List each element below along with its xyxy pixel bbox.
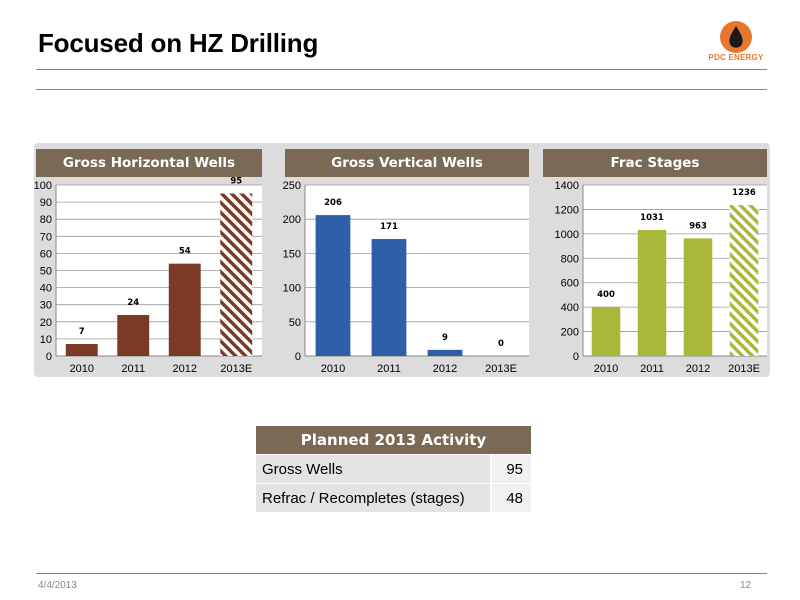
x-tick-label: 2011 bbox=[640, 363, 664, 375]
x-tick-label: 2010 bbox=[70, 363, 94, 375]
y-tick-label: 30 bbox=[40, 300, 52, 312]
x-tick-label: 2012 bbox=[433, 363, 457, 375]
bar bbox=[637, 230, 667, 356]
x-tick-label: 2013E bbox=[220, 363, 252, 375]
y-tick-label: 1400 bbox=[555, 180, 579, 192]
y-tick-label: 40 bbox=[40, 283, 52, 295]
data-label: 24 bbox=[127, 298, 139, 308]
y-tick-label: 400 bbox=[561, 302, 579, 314]
data-label: 171 bbox=[380, 222, 398, 232]
table-row: Refrac / Recompletes (stages) 48 bbox=[256, 483, 531, 513]
page-title: Focused on HZ Drilling bbox=[38, 28, 319, 58]
data-label: 54 bbox=[179, 247, 191, 257]
x-tick-label: 2010 bbox=[594, 363, 618, 375]
y-tick-label: 0 bbox=[295, 351, 301, 363]
table-cell-value: 95 bbox=[490, 454, 531, 484]
bar bbox=[683, 238, 713, 356]
bar bbox=[220, 193, 253, 356]
x-tick-label: 2011 bbox=[377, 363, 401, 375]
y-tick-label: 0 bbox=[46, 351, 52, 363]
chart-frac-stages: 0 200 400 600 800 1000 1200 1400 400 2010 1031 2011… bbox=[543, 149, 795, 379]
data-label: 7 bbox=[79, 327, 85, 337]
data-label: 206 bbox=[324, 198, 342, 208]
title-divider-top bbox=[36, 69, 767, 70]
chart-title: Gross Horizontal Wells bbox=[36, 149, 262, 177]
chart-gross-horizontal-wells: 0 10 20 30 40 50 60 70 80 90 100 7 2010 24 2011 54 2012 9… bbox=[34, 149, 288, 379]
y-tick-label: 50 bbox=[40, 266, 52, 278]
bar bbox=[427, 349, 463, 356]
bar bbox=[315, 215, 351, 356]
data-label: 963 bbox=[689, 221, 707, 231]
y-tick-label: 150 bbox=[283, 248, 301, 260]
bar bbox=[591, 307, 621, 356]
y-tick-label: 90 bbox=[40, 197, 52, 209]
chart-title: Frac Stages bbox=[543, 149, 767, 177]
x-tick-label: 2013E bbox=[485, 363, 517, 375]
y-tick-label: 70 bbox=[40, 231, 52, 243]
bar bbox=[65, 344, 98, 356]
table-cell-label: Refrac / Recompletes (stages) bbox=[256, 483, 491, 513]
pdc-energy-logo: PDC ENERGY bbox=[697, 20, 775, 68]
data-label: 400 bbox=[597, 290, 615, 300]
y-tick-label: 200 bbox=[283, 214, 301, 226]
table-row: Gross Wells 95 bbox=[256, 454, 531, 484]
chart-gross-vertical-wells-svg: 0 50 100 150 200 250 206 2010 171 2011 9 2012 0 2013E bbox=[283, 180, 529, 375]
table-cell-label: Gross Wells bbox=[256, 454, 491, 484]
y-tick-label: 60 bbox=[40, 248, 52, 260]
flame-drop-icon bbox=[720, 21, 752, 53]
chart-gross-horizontal-wells-svg: 0 10 20 30 40 50 60 70 80 90 100 7 2010 24 2011 54 2012 9… bbox=[34, 177, 262, 375]
table-title: Planned 2013 Activity bbox=[256, 426, 531, 455]
data-label: 0 bbox=[498, 339, 504, 349]
page-number: 12 bbox=[740, 580, 752, 591]
y-tick-label: 100 bbox=[34, 180, 52, 192]
bar bbox=[117, 314, 150, 356]
x-tick-label: 2013E bbox=[728, 363, 760, 375]
data-label: 1031 bbox=[640, 213, 664, 223]
footer-divider bbox=[36, 573, 767, 574]
chart-gross-vertical-wells: 0 50 100 150 200 250 206 2010 171 2011 9 2012 0 2013E… bbox=[283, 149, 537, 379]
x-tick-label: 2012 bbox=[686, 363, 710, 375]
y-tick-label: 250 bbox=[283, 180, 301, 192]
y-tick-label: 200 bbox=[561, 327, 579, 339]
data-label: 9 bbox=[442, 333, 448, 343]
y-tick-label: 100 bbox=[283, 283, 301, 295]
y-tick-label: 1000 bbox=[555, 229, 579, 241]
table-cell-value: 48 bbox=[490, 483, 531, 513]
bar bbox=[729, 205, 759, 356]
y-tick-label: 20 bbox=[40, 317, 52, 329]
footer-date: 4/4/2013 bbox=[38, 580, 77, 591]
title-divider-bottom bbox=[36, 89, 767, 90]
logo-text: PDC ENERGY bbox=[708, 53, 764, 62]
x-tick-label: 2012 bbox=[173, 363, 197, 375]
y-tick-label: 80 bbox=[40, 214, 52, 226]
data-label: 1236 bbox=[732, 188, 756, 198]
y-tick-label: 10 bbox=[40, 334, 52, 346]
planned-activity-table: Planned 2013 Activity Gross Wells 95 Ref… bbox=[256, 426, 531, 513]
y-tick-label: 600 bbox=[561, 278, 579, 290]
y-tick-label: 1200 bbox=[555, 204, 579, 216]
bar bbox=[371, 239, 407, 356]
chart-frac-stages-svg: 0 200 400 600 800 1000 1200 1400 400 2010 1031 2011… bbox=[555, 180, 767, 375]
data-label: 95 bbox=[230, 177, 242, 187]
x-tick-label: 2011 bbox=[121, 363, 145, 375]
x-tick-label: 2010 bbox=[321, 363, 345, 375]
y-tick-label: 50 bbox=[289, 317, 301, 329]
chart-title: Gross Vertical Wells bbox=[285, 149, 529, 177]
y-tick-label: 0 bbox=[573, 351, 579, 363]
bar bbox=[168, 263, 201, 356]
y-tick-label: 800 bbox=[561, 253, 579, 265]
